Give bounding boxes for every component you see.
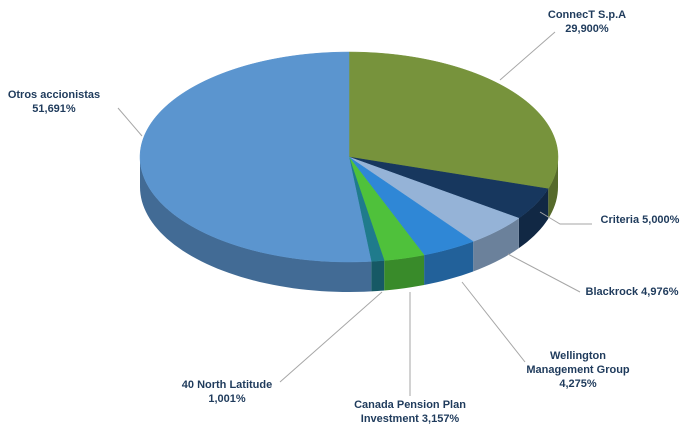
- slice-side: [473, 218, 519, 272]
- category-label: Otros accionistas: [7, 89, 101, 101]
- slice-side: [518, 188, 549, 249]
- leader-line: [507, 253, 581, 293]
- value-label: 29,900%: [565, 23, 609, 35]
- value-label: 1,001%: [208, 393, 246, 405]
- leader-line: [461, 281, 526, 363]
- leader-line: [539, 211, 592, 225]
- slice: [348, 156, 549, 219]
- category-label: Blackrock: [585, 286, 639, 298]
- value-label: 5,000%: [642, 214, 680, 226]
- slice-label: Criteria 5,000%: [601, 213, 680, 227]
- value-label: 4,275%: [559, 378, 597, 390]
- category-label: Wellington Management Group: [526, 350, 630, 376]
- value-label: 3,157%: [421, 413, 460, 425]
- slice-label: 40 North Latitude 1,001%: [182, 378, 272, 406]
- leader-line: [279, 291, 383, 383]
- slice-label: ConnecT S.p.A 29,900%: [548, 8, 626, 36]
- slice: [139, 51, 372, 263]
- slice-side: [384, 254, 425, 291]
- leader-lines: [117, 31, 592, 396]
- slice-label: Wellington Management Group 4,275%: [523, 349, 633, 391]
- value-label: 4,976%: [641, 286, 679, 298]
- slice: [348, 156, 425, 261]
- slice-side: [371, 260, 385, 292]
- category-label: 40 North Latitude: [181, 379, 273, 391]
- slice-label: Otros accionistas 51,691%: [8, 88, 100, 116]
- slice: [348, 156, 520, 242]
- category-label: Criteria: [600, 214, 640, 226]
- slice: [348, 156, 474, 256]
- slice-side: [424, 241, 474, 285]
- value-label: 51,691%: [32, 103, 76, 115]
- slice-side: [548, 157, 558, 219]
- slice-label: Blackrock 4,976%: [586, 285, 679, 299]
- category-label: ConnecT S.p.A: [547, 9, 627, 21]
- leader-line: [499, 31, 556, 81]
- slice-side: [140, 157, 372, 292]
- category-label: Canada Pension Plan Investment: [354, 399, 466, 425]
- leader-line: [117, 107, 143, 137]
- slice: [348, 51, 559, 190]
- slice-label: Canada Pension Plan Investment 3,157%: [335, 398, 485, 426]
